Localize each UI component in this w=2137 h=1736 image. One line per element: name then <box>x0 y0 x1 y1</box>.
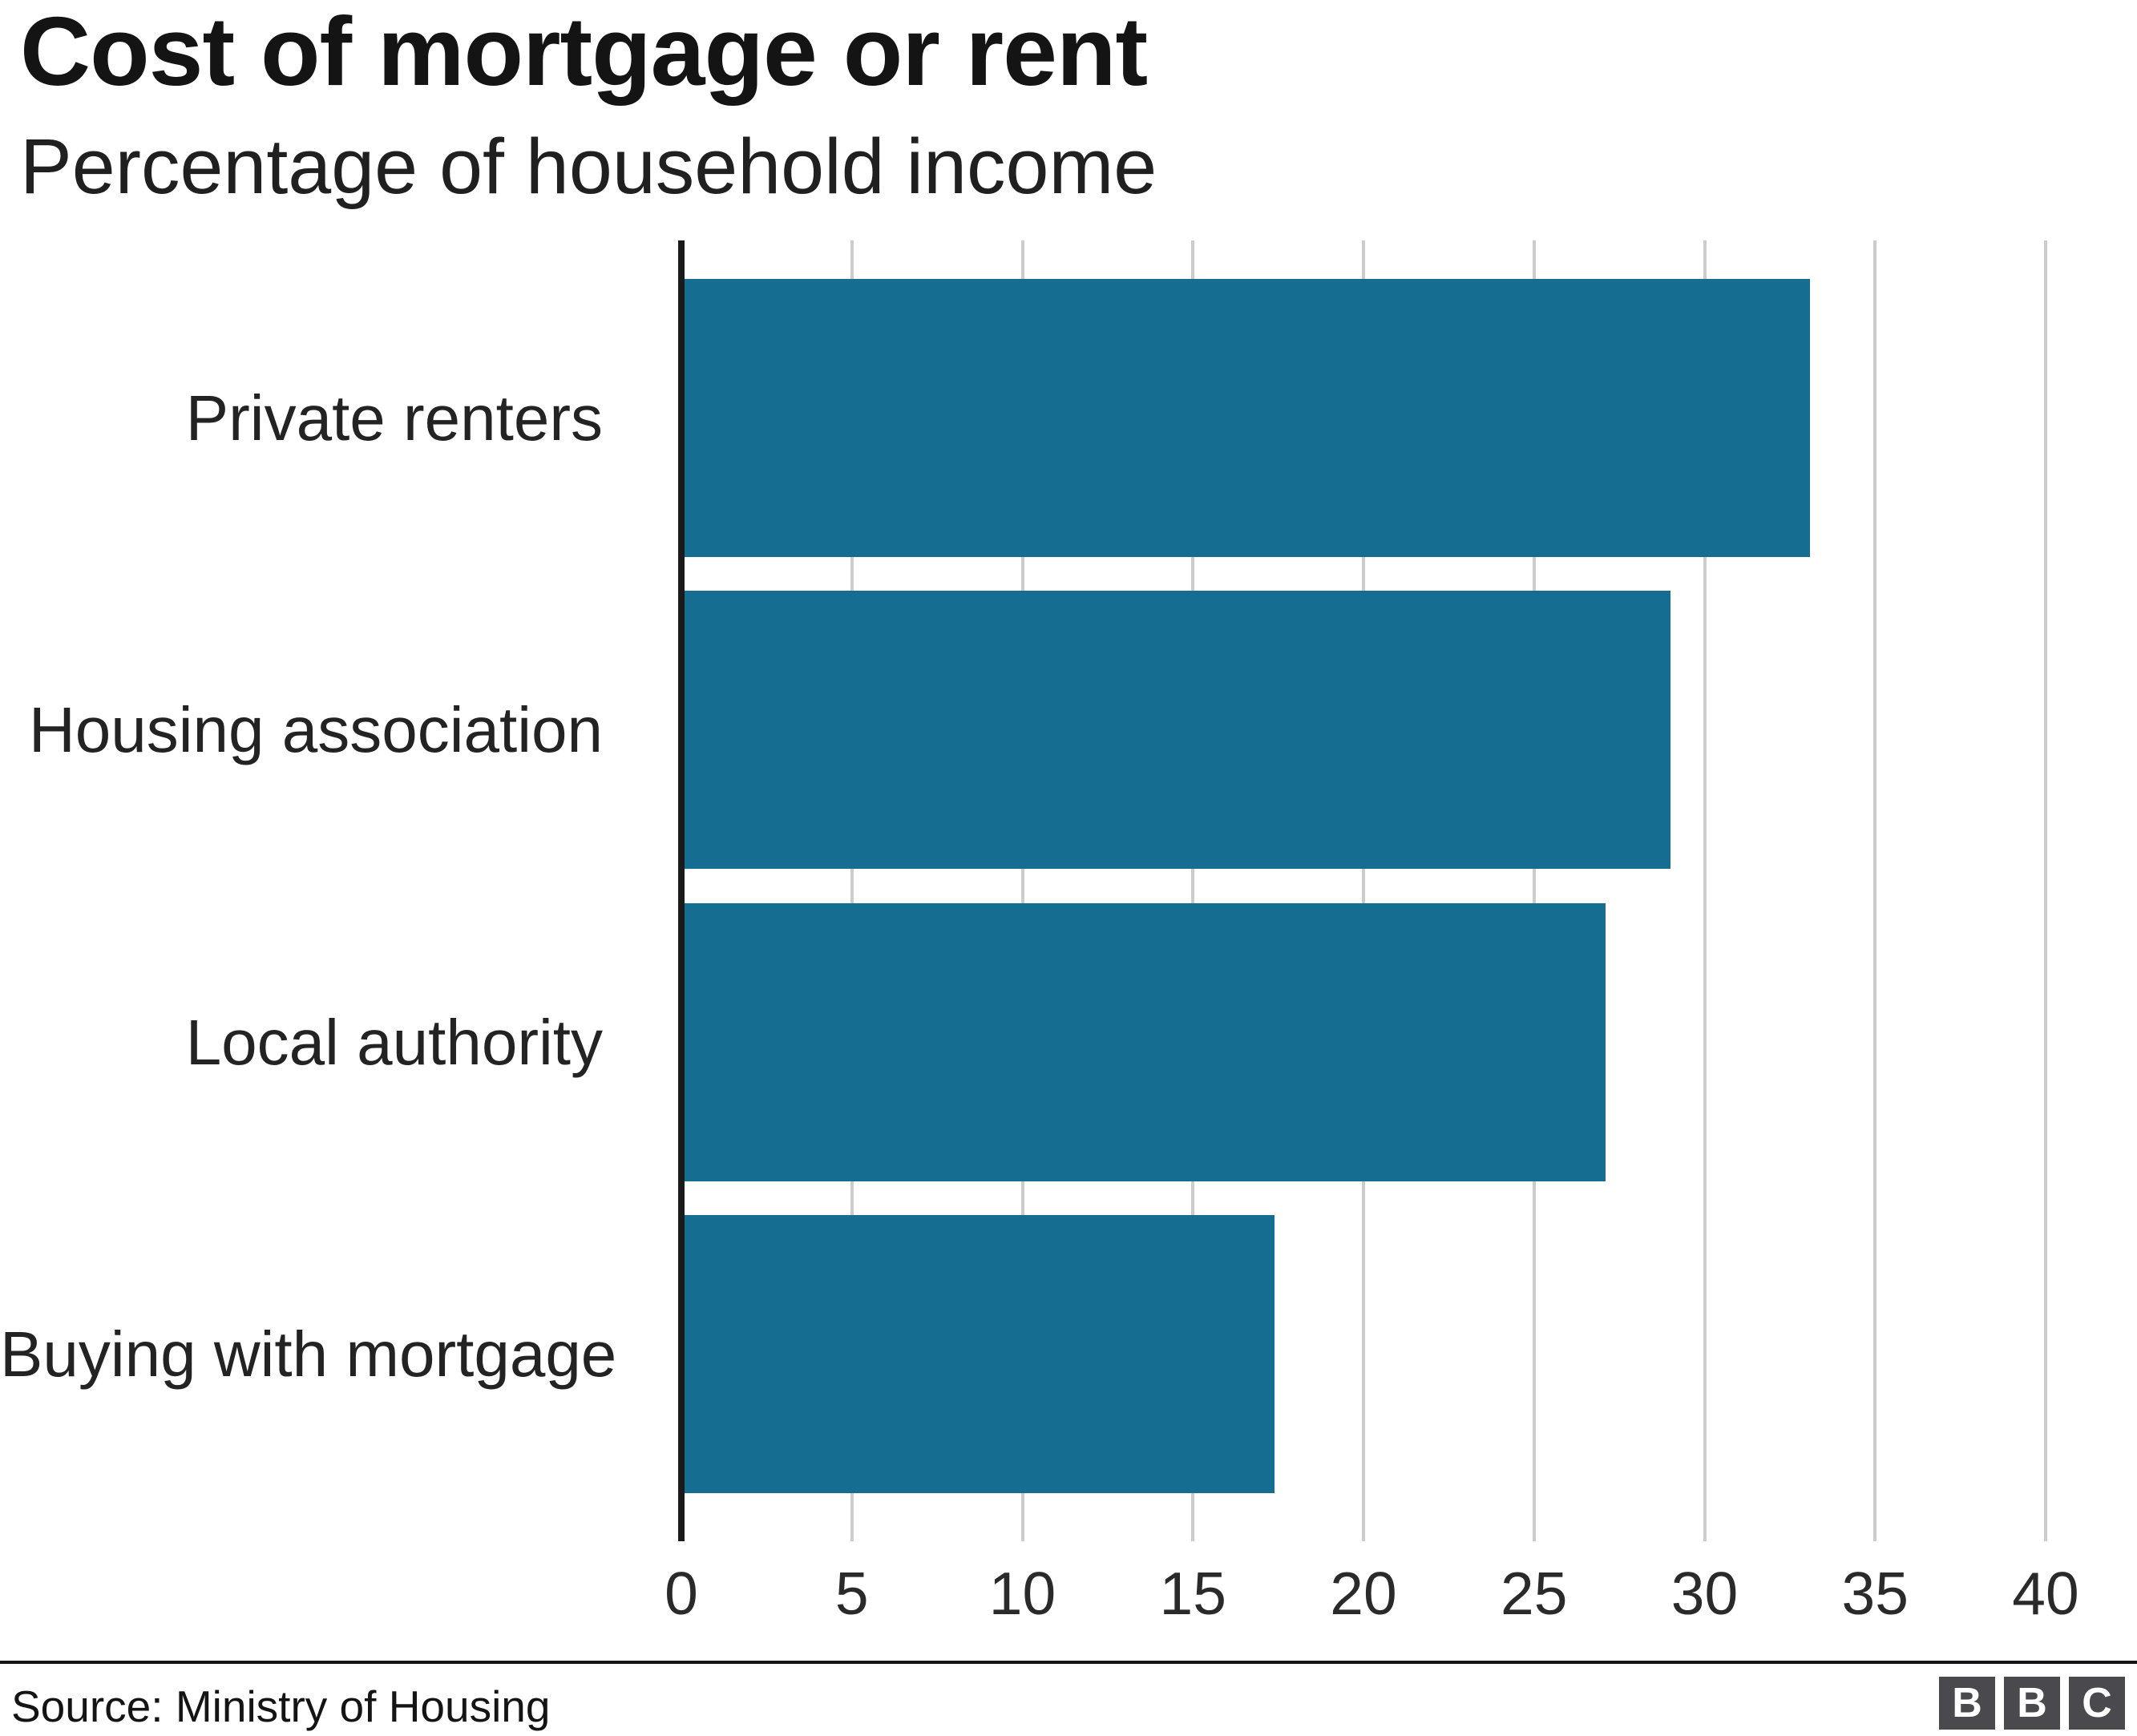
category-label-buying-with-mortgage: Buying with mortgage <box>0 1318 617 1390</box>
gridline-10 <box>1020 240 1024 1541</box>
category-label-housing-association: Housing association <box>29 693 603 765</box>
x-tick-10: 10 <box>988 1560 1056 1627</box>
bar-local-authority <box>685 903 1606 1181</box>
x-tick-30: 30 <box>1670 1560 1739 1627</box>
bar-buying-with-mortgage <box>685 1215 1275 1493</box>
x-tick-20: 20 <box>1330 1560 1397 1627</box>
gridline-5 <box>850 240 854 1541</box>
x-tick-40: 40 <box>2012 1560 2079 1627</box>
gridline-30 <box>1703 240 1707 1541</box>
bar-housing-association <box>685 591 1670 869</box>
gridline-35 <box>1873 240 1877 1541</box>
x-tick-5: 5 <box>834 1560 869 1627</box>
chart-title: Cost of mortgage or rent <box>20 0 1148 106</box>
bar-private-renters <box>685 279 1810 557</box>
gridline-20 <box>1362 240 1365 1541</box>
x-tick-35: 35 <box>1841 1560 1909 1627</box>
category-label-local-authority: Local authority <box>185 1006 603 1078</box>
gridline-25 <box>1532 240 1536 1541</box>
gridline-40 <box>2044 240 2047 1541</box>
x-tick-0: 0 <box>665 1560 698 1627</box>
bbc-logo-square-3: C <box>2069 1677 2125 1730</box>
chart-subtitle: Percentage of household income <box>20 123 1157 210</box>
footer-divider <box>0 1661 2137 1664</box>
gridline-15 <box>1191 240 1195 1541</box>
x-tick-25: 25 <box>1501 1560 1568 1627</box>
y-axis-line <box>678 240 685 1541</box>
bbc-logo-square-2: B <box>2004 1677 2060 1730</box>
source-text: Source: Ministry of Housing <box>11 1681 551 1731</box>
bbc-logo-square-1: B <box>1939 1677 1995 1730</box>
category-label-private-renters: Private renters <box>185 382 603 454</box>
x-tick-15: 15 <box>1159 1560 1226 1627</box>
